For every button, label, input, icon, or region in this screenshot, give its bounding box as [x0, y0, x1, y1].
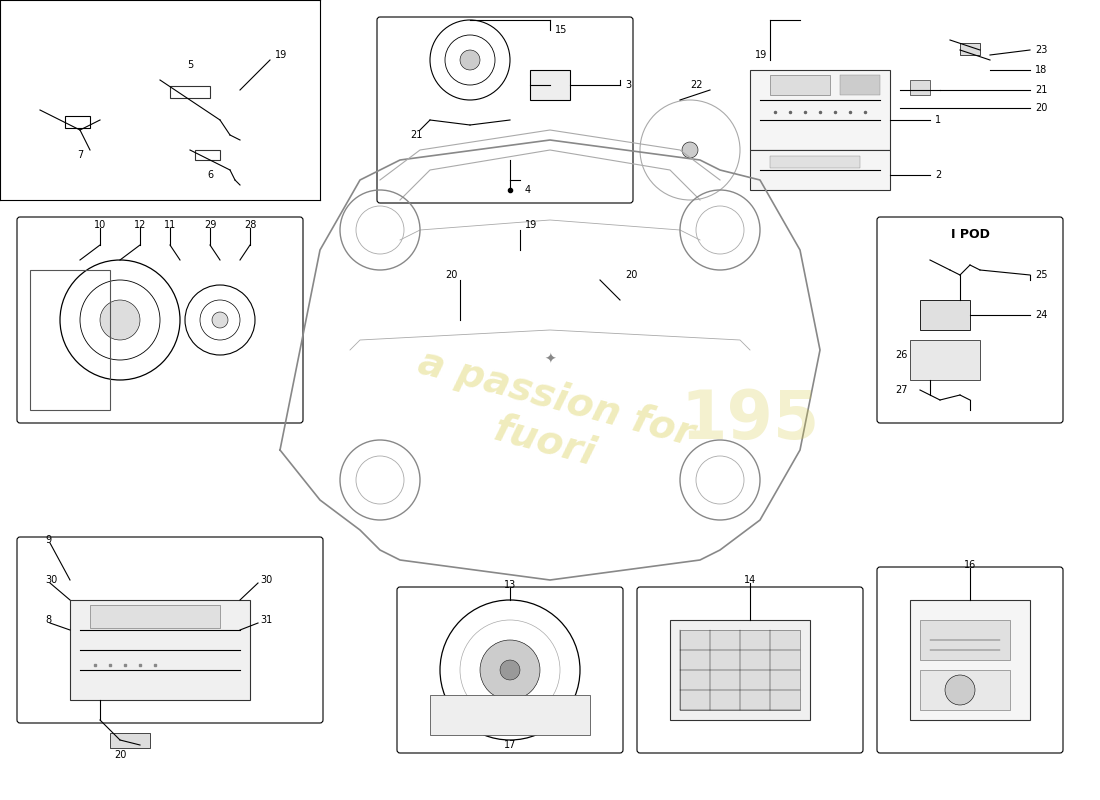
Text: 10: 10 — [94, 220, 106, 230]
Bar — [910, 340, 980, 380]
Text: 1: 1 — [935, 115, 942, 125]
Bar — [920, 670, 1010, 710]
Bar — [30, 270, 110, 410]
Bar — [960, 43, 980, 55]
Text: 19: 19 — [275, 50, 287, 60]
Circle shape — [480, 640, 540, 700]
Bar — [920, 300, 970, 330]
Bar — [530, 70, 570, 100]
Bar — [770, 156, 860, 168]
Text: 18: 18 — [1035, 65, 1047, 75]
Bar — [70, 600, 250, 700]
Text: 7: 7 — [77, 150, 84, 160]
Text: 20: 20 — [625, 270, 637, 280]
FancyBboxPatch shape — [637, 587, 864, 753]
Text: 23: 23 — [1035, 45, 1047, 55]
Text: 12: 12 — [134, 220, 146, 230]
Text: 6: 6 — [207, 170, 213, 180]
Bar — [920, 620, 1010, 660]
Bar — [170, 86, 210, 98]
Text: 22: 22 — [690, 80, 703, 90]
Text: 14: 14 — [744, 575, 756, 585]
Text: 17: 17 — [504, 740, 516, 750]
Text: 20: 20 — [113, 750, 127, 760]
Text: 26: 26 — [895, 350, 908, 360]
Circle shape — [100, 300, 140, 340]
Bar — [910, 80, 930, 95]
Text: 19: 19 — [525, 220, 537, 230]
FancyBboxPatch shape — [877, 217, 1063, 423]
Bar — [750, 70, 890, 150]
Text: 11: 11 — [164, 220, 176, 230]
Text: 27: 27 — [895, 385, 908, 395]
Bar — [670, 620, 810, 720]
Text: 15: 15 — [556, 25, 568, 35]
Bar — [65, 116, 90, 128]
Text: 13: 13 — [504, 580, 516, 590]
Text: 25: 25 — [1035, 270, 1047, 280]
Text: 30: 30 — [260, 575, 273, 585]
Text: ✦: ✦ — [544, 353, 556, 367]
Bar — [750, 150, 890, 190]
Text: 21: 21 — [410, 130, 422, 140]
Text: 20: 20 — [446, 270, 458, 280]
Text: I POD: I POD — [950, 229, 989, 242]
FancyBboxPatch shape — [877, 567, 1063, 753]
Circle shape — [460, 50, 480, 70]
Circle shape — [212, 312, 228, 328]
Text: 4: 4 — [525, 185, 531, 195]
Text: 16: 16 — [964, 560, 976, 570]
Bar — [680, 630, 800, 710]
Circle shape — [500, 660, 520, 680]
FancyBboxPatch shape — [397, 587, 623, 753]
Circle shape — [945, 675, 975, 705]
Bar — [770, 75, 830, 95]
Text: 20: 20 — [1035, 103, 1047, 113]
Text: 8: 8 — [45, 615, 51, 625]
FancyBboxPatch shape — [377, 17, 632, 203]
Text: 28: 28 — [244, 220, 256, 230]
Text: 29: 29 — [204, 220, 217, 230]
Text: a passion for
fuori: a passion for fuori — [403, 344, 697, 496]
FancyBboxPatch shape — [16, 217, 302, 423]
Text: 30: 30 — [45, 575, 57, 585]
Bar — [910, 600, 1030, 720]
Bar — [90, 605, 220, 628]
Text: 21: 21 — [1035, 85, 1047, 95]
FancyBboxPatch shape — [16, 537, 323, 723]
Bar — [840, 75, 880, 95]
Bar — [430, 695, 590, 735]
Text: 24: 24 — [1035, 310, 1047, 320]
Bar — [195, 150, 220, 160]
Text: 3: 3 — [625, 80, 631, 90]
Text: 5: 5 — [187, 60, 194, 70]
Text: 195: 195 — [681, 387, 820, 453]
Bar — [110, 733, 150, 748]
Text: 31: 31 — [260, 615, 273, 625]
Text: 2: 2 — [935, 170, 942, 180]
Circle shape — [682, 142, 698, 158]
Text: 9: 9 — [45, 535, 51, 545]
Text: 19: 19 — [755, 50, 768, 60]
